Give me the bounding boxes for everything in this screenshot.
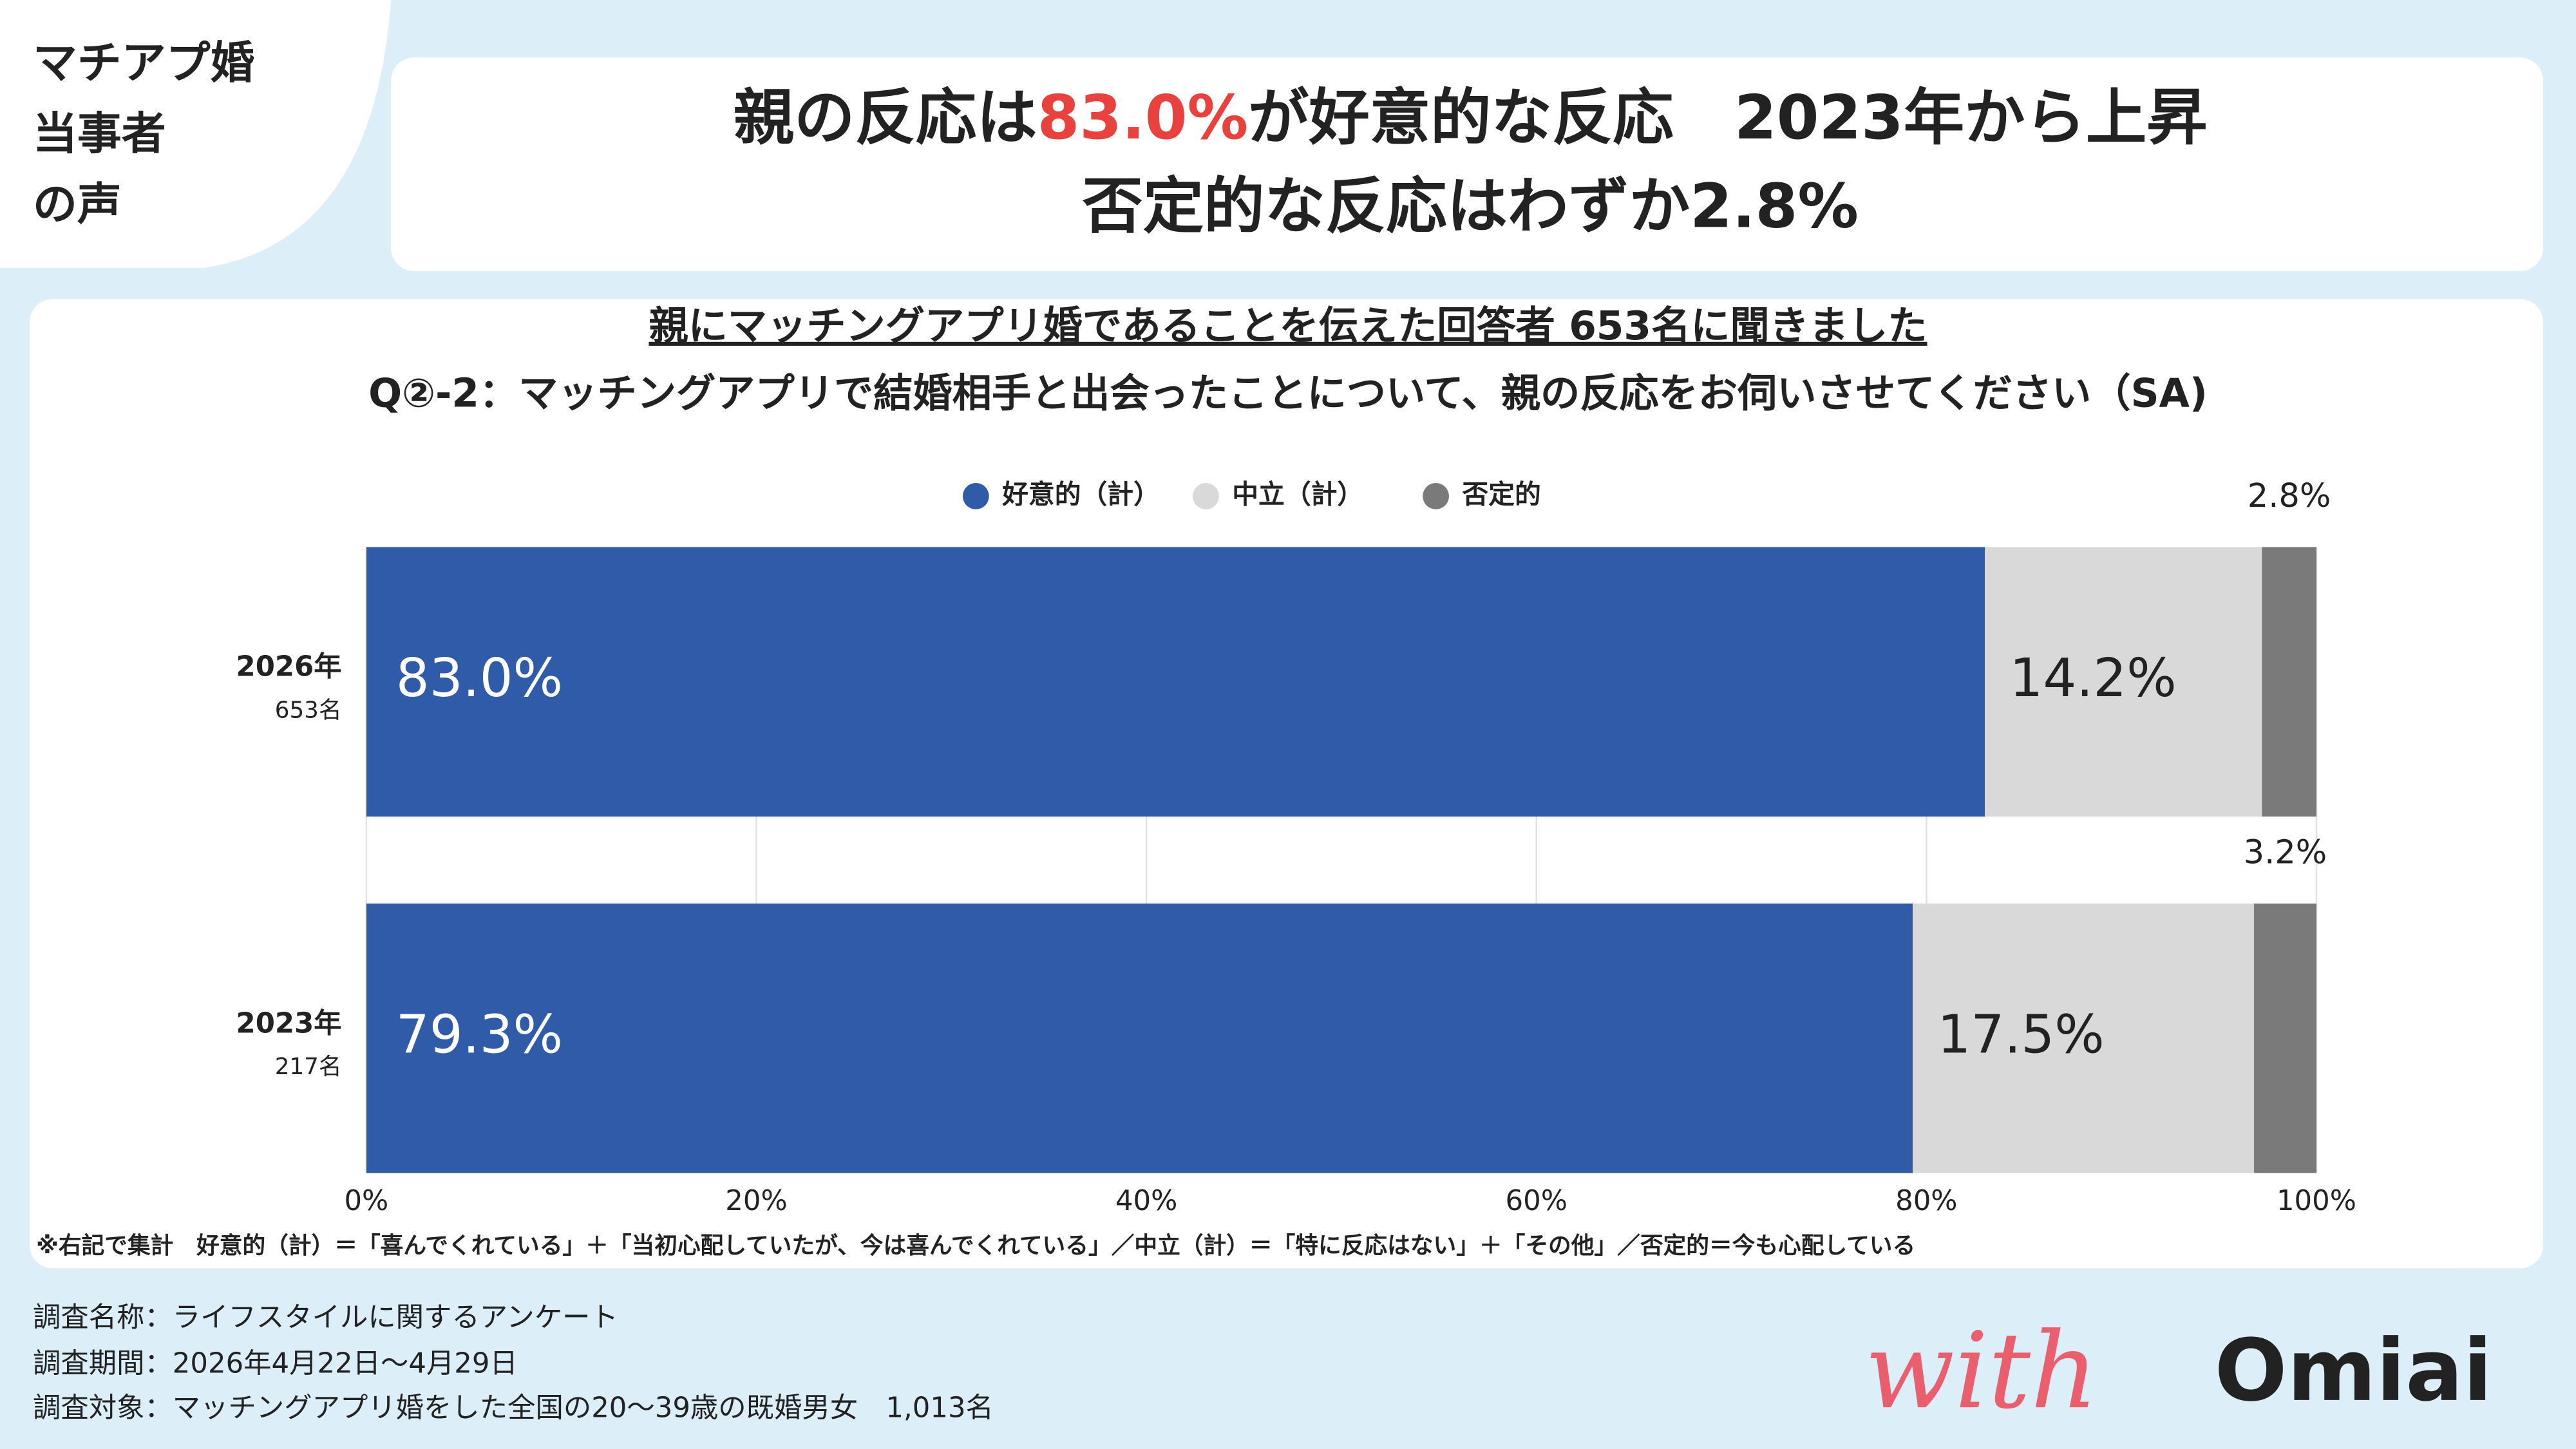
chart-subtitle: Q②-2：マッチングアプリで結婚相手と出会ったことについて、親の反応をお伺いさせ… bbox=[368, 370, 2208, 416]
bar-segment bbox=[366, 547, 1985, 817]
category-note: 653名 bbox=[275, 697, 342, 724]
headline-part: が好意的な反応 2023年から上昇 bbox=[1248, 82, 2208, 153]
chart: 0% 20% 40% 60% 80% 100% 好意的（計） 中立（計） 否定的 2026年 653… bbox=[236, 477, 2356, 1217]
badge-text: マチアプ婚 bbox=[33, 37, 254, 89]
headline-box bbox=[391, 57, 2543, 271]
headline-highlight: 83.0% bbox=[1037, 82, 1248, 153]
badge-text: の声 bbox=[33, 178, 122, 230]
x-tick-label: 0% bbox=[344, 1185, 388, 1217]
badge-text: 当事者 bbox=[33, 108, 166, 160]
bar-segment bbox=[2262, 547, 2316, 817]
value-label: 2.8% bbox=[2248, 477, 2331, 515]
chart-title: 親にマッチングアプリ婚であることを伝えた回答者 653名に聞きました bbox=[649, 303, 1927, 349]
headline: 親の反応は83.0%が好意的な反応 2023年から上昇 bbox=[734, 82, 2208, 153]
value-label: 14.2% bbox=[2009, 648, 2176, 709]
legend-label: 中立（計） bbox=[1232, 478, 1363, 509]
value-label: 3.2% bbox=[2244, 834, 2327, 872]
survey-info: 調査名称：ライフスタイルに関するアンケート bbox=[33, 1302, 618, 1334]
headline: 否定的な反応はわずか2.8% bbox=[1082, 171, 1858, 242]
logo-script: with bbox=[1864, 1309, 2098, 1432]
badge-bg bbox=[0, 0, 392, 268]
legend-label: 否定的 bbox=[1462, 478, 1540, 509]
value-label: 17.5% bbox=[1937, 1005, 2104, 1066]
survey-info: 調査期間：2026年4月22日～4月29日 bbox=[33, 1347, 518, 1379]
legend-swatch bbox=[1423, 483, 1449, 509]
x-tick-label: 60% bbox=[1506, 1185, 1567, 1217]
bar-segment bbox=[2254, 904, 2316, 1173]
x-tick-label: 20% bbox=[725, 1185, 787, 1217]
value-label: 79.3% bbox=[396, 1005, 563, 1066]
legend-label: 好意的（計） bbox=[1001, 478, 1160, 509]
value-label: 83.0% bbox=[396, 648, 563, 709]
legend-swatch bbox=[962, 483, 989, 509]
x-tick-label: 40% bbox=[1115, 1185, 1177, 1217]
headline-part: 親の反応は bbox=[734, 82, 1037, 153]
logo-brand: Omiai bbox=[2215, 1321, 2492, 1421]
category-note: 217名 bbox=[275, 1054, 342, 1080]
category-label: 2026年 bbox=[236, 651, 342, 683]
bar-segment bbox=[1913, 904, 2255, 1173]
x-tick-label: 80% bbox=[1895, 1185, 1957, 1217]
x-tick-label: 100% bbox=[2277, 1185, 2356, 1217]
survey-info: 調査対象：マッチングアプリ婚をした全国の20～39歳の既婚男女 1,013名 bbox=[33, 1392, 994, 1424]
bar-segment bbox=[366, 904, 1913, 1173]
legend-swatch bbox=[1193, 483, 1219, 509]
bar-segment bbox=[1985, 547, 2262, 817]
category-label: 2023年 bbox=[236, 1007, 342, 1039]
footnote: ※右記で集計 好意的（計）＝「喜んでくれている」＋「当初心配していたが、今は喜ん… bbox=[36, 1233, 1915, 1259]
